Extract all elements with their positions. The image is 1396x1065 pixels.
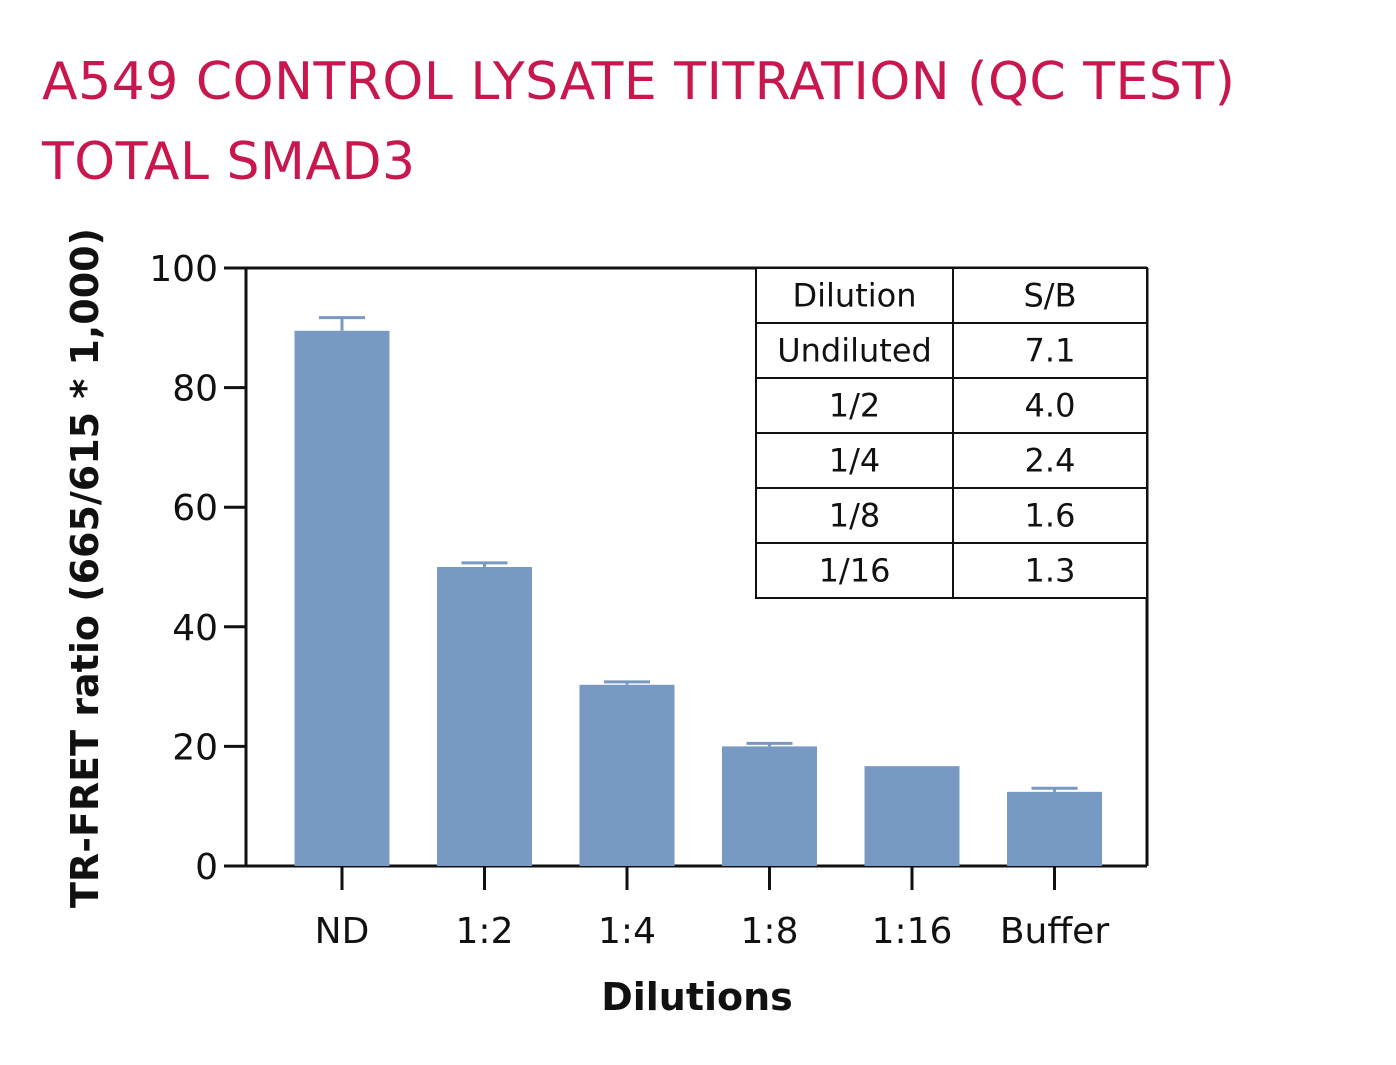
x-tick-label-4: 1:16 bbox=[872, 911, 953, 952]
x-tick-label-5: Buffer bbox=[1000, 911, 1109, 952]
inset-cell-sb: 4.0 bbox=[1025, 387, 1076, 425]
bar-1 bbox=[437, 567, 532, 866]
chart-title-line-1: A549 CONTROL LYSATE TITRATION (QC TEST) bbox=[42, 52, 1236, 112]
y-tick-label-60: 60 bbox=[172, 488, 218, 529]
inset-cell-dilution: 1/2 bbox=[829, 387, 881, 425]
inset-cell-sb: 1.6 bbox=[1025, 497, 1076, 535]
bar-0 bbox=[294, 330, 390, 866]
inset-header-dilution: Dilution bbox=[793, 277, 917, 315]
inset-cell-sb: 1.3 bbox=[1025, 552, 1076, 590]
chart-bars bbox=[294, 316, 1102, 866]
inset-cell-dilution: 1/16 bbox=[819, 552, 891, 590]
y-tick-label-100: 100 bbox=[149, 249, 218, 290]
x-tick-labels: ND 1:2 1:4 1:8 1:16 Buffer bbox=[315, 911, 1110, 952]
inset-cell-sb: 2.4 bbox=[1025, 442, 1076, 480]
bar-4 bbox=[864, 766, 960, 866]
y-tick-label-40: 40 bbox=[172, 608, 218, 649]
inset-header-sb: S/B bbox=[1023, 277, 1076, 315]
chart-title-line-2: TOTAL SMAD3 bbox=[42, 132, 416, 192]
bar-2 bbox=[579, 684, 675, 866]
inset-cell-dilution: 1/8 bbox=[829, 497, 881, 535]
x-tick-label-3: 1:8 bbox=[741, 911, 799, 952]
sb-inset-table: Dilution S/B Undiluted 7.1 1/2 4.0 1/4 2.4 1/8 1.… bbox=[755, 267, 1148, 599]
y-tick-label-0: 0 bbox=[195, 847, 218, 888]
bar-5 bbox=[1007, 791, 1102, 866]
x-tick-label-2: 1:4 bbox=[598, 911, 656, 952]
x-tick-label-0: ND bbox=[315, 911, 370, 952]
y-tick-label-80: 80 bbox=[172, 369, 218, 410]
y-tick-label-20: 20 bbox=[172, 727, 218, 768]
bar-3 bbox=[722, 746, 817, 866]
inset-cell-dilution: 1/4 bbox=[829, 442, 881, 480]
inset-cell-sb: 7.1 bbox=[1025, 332, 1076, 370]
inset-cell-dilution: Undiluted bbox=[777, 332, 932, 370]
y-tick-labels: 0 20 40 60 80 100 bbox=[149, 249, 218, 888]
x-tick-label-1: 1:2 bbox=[456, 911, 514, 952]
x-axis-title: Dilutions bbox=[601, 975, 793, 1019]
y-axis-title: TR-FRET ratio (665/615 * 1,000) bbox=[63, 228, 107, 908]
